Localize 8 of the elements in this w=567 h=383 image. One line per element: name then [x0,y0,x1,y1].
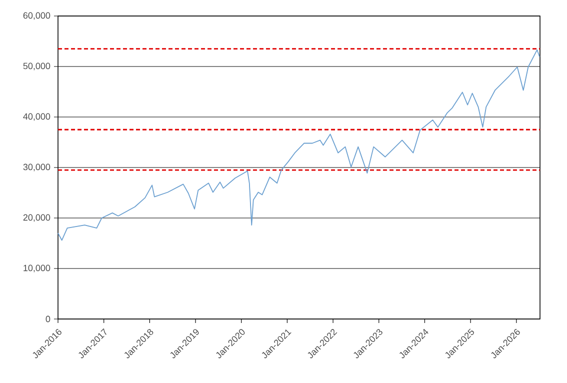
line-series [58,49,540,241]
y-tick-label: 20,000 [23,214,50,222]
y-tick-label: 10,000 [24,264,50,272]
y-tick-label: 30,000 [23,164,50,172]
y-tick-label: 0 [46,316,50,322]
y-tick-label: 40,000 [23,113,50,121]
y-tick-label: 60,000 [23,12,50,20]
y-tick-label: 50,000 [23,62,50,70]
